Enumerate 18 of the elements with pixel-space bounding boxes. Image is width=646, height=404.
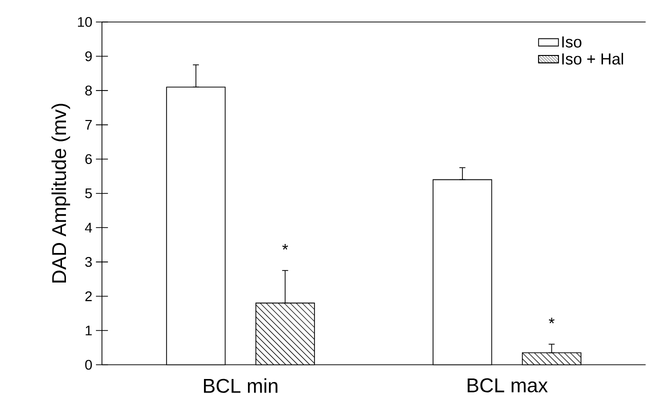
- annotation: *: [548, 318, 555, 324]
- y-tick-label: 8: [85, 86, 92, 96]
- y-tick-label: 10: [78, 17, 92, 28]
- legend-label: Iso + Hal: [562, 53, 624, 65]
- y-tick-label: 9: [85, 51, 92, 62]
- y-tick-label: 3: [85, 257, 92, 267]
- y-tick-label: 6: [85, 154, 92, 164]
- x-tick-label: BCL min: [204, 378, 278, 394]
- legend-label: Iso: [562, 36, 582, 48]
- y-tick-label: 5: [85, 188, 92, 198]
- y-axis-title: DAD Amplitude (mv): [52, 104, 70, 283]
- x-tick-label: BCL max: [468, 378, 548, 393]
- y-tick-label: 1: [86, 326, 92, 336]
- y-tick-label: 2: [85, 291, 92, 302]
- y-tick-label: 0: [85, 360, 92, 370]
- annotation: *: [282, 244, 288, 250]
- y-tick-label: 7: [85, 120, 92, 130]
- y-tick-label: 4: [84, 222, 92, 233]
